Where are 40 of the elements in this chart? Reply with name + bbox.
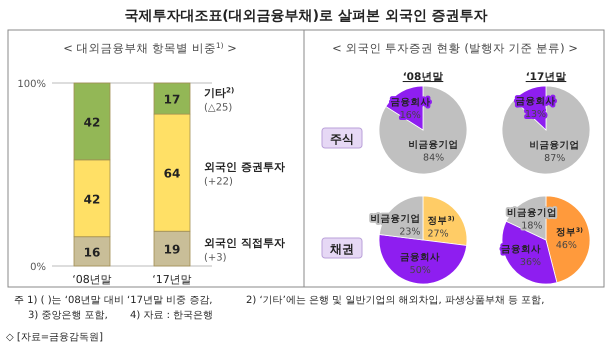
- slice-label: 정부$^{3)}$: [428, 214, 455, 226]
- chart-subtitle: < 외국인 투자증권 현황 (발행자 기준 분류) >: [332, 41, 578, 55]
- data-label: 18%: [521, 220, 542, 232]
- text: 2) ‘기타’에는 은행 및 일반기업의 해외차입, 파생상품부채 등 포함,: [246, 295, 544, 306]
- data-label: 46%: [556, 240, 577, 252]
- text: 주 1) ( )는 ‘08년말 대비 ‘17년말 비중 증감,: [14, 295, 212, 306]
- text: 주식: [330, 132, 354, 146]
- data-label: 23%: [399, 226, 420, 238]
- data-label: 42: [84, 115, 100, 130]
- series-label: 기타$^{2)}$: [204, 85, 234, 100]
- data-label: 16: [84, 245, 100, 260]
- data-label: 84%: [423, 152, 444, 164]
- data-label: 16%: [400, 110, 421, 121]
- chart-subtitle: < 대외금융부채 항목별 비중$^{1)}$ >: [63, 40, 237, 55]
- text: ◇ [자료=금융감독원]: [6, 332, 104, 343]
- data-label: 19: [164, 242, 180, 257]
- text: 채권: [329, 242, 354, 256]
- series-label: 외국인 직접투자: [204, 236, 285, 250]
- annotation: (△25): [204, 102, 232, 114]
- slice-label: 정부$^{3)}$: [556, 226, 584, 238]
- slice-label: 비금융기업: [530, 140, 580, 152]
- data-label: 27%: [428, 228, 449, 240]
- chart-title: ‘08년말: [402, 71, 444, 83]
- data-label: 42: [84, 192, 100, 206]
- data-label: 50%: [410, 264, 431, 276]
- slice-label: 금융회사: [400, 252, 440, 263]
- text: 4) 자료 : 한국은행: [130, 310, 214, 321]
- slice-label: 비금융기업: [408, 139, 459, 150]
- data-label: 36%: [520, 257, 542, 268]
- slice-label: 비금융기업: [370, 214, 420, 224]
- text: 국제투자대조표(대외금융부채)로 살펴본 외국인 증권투자: [124, 8, 488, 24]
- text: 3) 중앙은행 포함,: [28, 310, 108, 321]
- y-tick-label: 0%: [30, 262, 46, 273]
- data-label: 64: [164, 166, 180, 181]
- series-label: 외국인 증권투자: [204, 160, 285, 174]
- annotation: (+3): [204, 252, 227, 264]
- y-tick-label: 100%: [17, 79, 46, 90]
- data-label: 87%: [544, 153, 566, 164]
- annotation: (+22): [204, 176, 234, 188]
- data-label: 17: [164, 92, 180, 107]
